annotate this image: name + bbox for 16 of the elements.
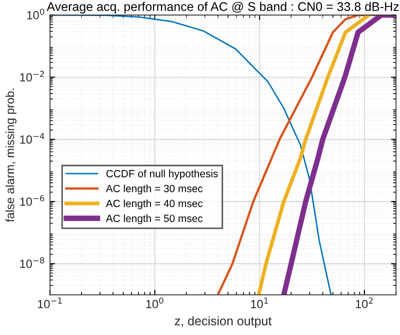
y-tick-label: 10$^{−2}$: [20, 70, 44, 82]
legend-label: AC length = 50 msec: [106, 214, 203, 224]
chart-title: Average acq. performance of AC @ S band : CN0 = 33.8 dB-Hz: [46, 2, 399, 14]
legend-label: CCDF of null hypothesis: [106, 170, 218, 180]
x-tick-label: 10$^{2}$: [356, 297, 373, 308]
y-axis-title: false alarm, missing prob.: [6, 88, 17, 222]
x-tick-label: 10$^{1}$: [251, 298, 268, 308]
y-tick-label: 10$^{−8}$: [20, 257, 44, 268]
y-tick-label: 10$^{0}$: [27, 8, 44, 20]
legend-label: AC length = 30 msec: [106, 184, 203, 194]
legend-label: AC length = 40 msec: [106, 200, 203, 210]
y-tick-label: 10$^{−6}$: [20, 195, 44, 206]
y-tick-label: 10$^{−4}$: [20, 133, 44, 144]
x-axis-title: z, decision output: [174, 316, 272, 328]
x-tick-label: 10$^{0}$: [146, 297, 164, 308]
x-tick-label: 10$^{−1}$: [38, 298, 62, 308]
